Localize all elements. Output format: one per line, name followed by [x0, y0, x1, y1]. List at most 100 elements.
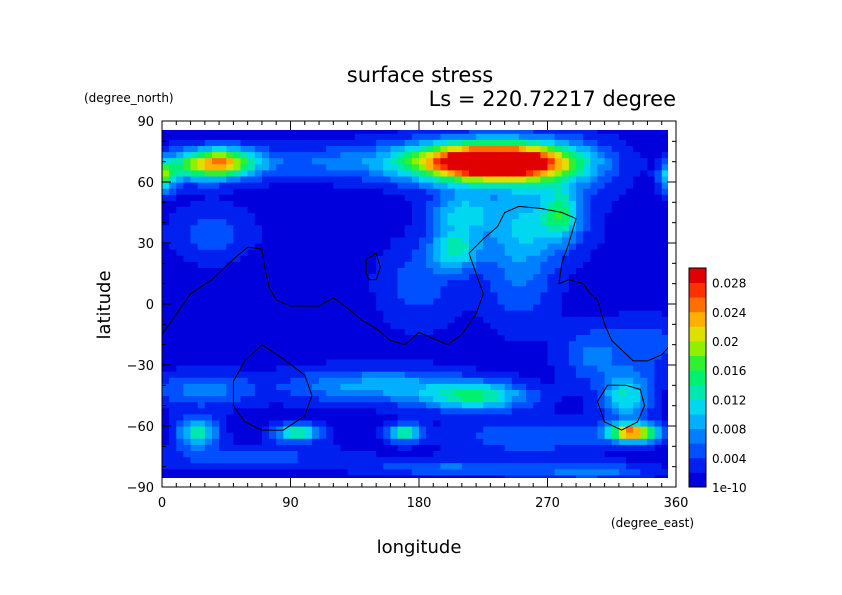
heat-cell: [283, 334, 292, 342]
heat-cell: [247, 218, 256, 226]
heat-cell: [568, 358, 577, 366]
heat-cell: [497, 310, 506, 317]
heat-cell: [319, 322, 327, 329]
heat-cell: [426, 236, 434, 244]
heat-cell: [568, 182, 577, 189]
heat-cell: [526, 255, 534, 262]
heat-cell: [190, 133, 199, 140]
heat-cell: [169, 273, 177, 281]
heat-cell: [197, 157, 206, 165]
heat-cell: [383, 468, 392, 476]
heat-cell: [590, 304, 599, 311]
heat-cell: [611, 352, 620, 360]
heat-cell: [568, 163, 577, 171]
heat-cell: [204, 304, 213, 311]
heat-cell: [297, 346, 306, 354]
heat-cell: [390, 236, 399, 244]
heat-cell: [476, 291, 484, 299]
heat-cell: [654, 279, 663, 287]
heat-cell: [404, 389, 413, 397]
heat-cell: [326, 163, 334, 171]
heat-cell: [526, 316, 534, 323]
heat-cell: [333, 236, 342, 244]
heat-cell: [447, 322, 456, 329]
heat-cell: [276, 304, 284, 311]
heat-cell: [504, 157, 513, 165]
heat-cell: [590, 450, 599, 458]
colorbar-swatch: [689, 311, 706, 327]
heat-cell: [361, 450, 370, 458]
heat-cell: [583, 249, 591, 256]
heat-cell: [433, 130, 442, 134]
heat-cell: [311, 413, 320, 421]
heat-cell: [261, 365, 270, 372]
heat-cell: [461, 200, 470, 207]
heat-cell: [626, 249, 634, 256]
heat-cell: [604, 175, 613, 183]
heat-cell: [483, 182, 491, 189]
heat-cell: [404, 444, 413, 451]
heat-cell: [190, 310, 199, 317]
heat-cell: [526, 462, 534, 470]
heat-cell: [554, 438, 563, 445]
heat-cell: [654, 407, 663, 415]
heat-cell: [483, 249, 491, 256]
heat-cell: [433, 401, 442, 409]
heat-cell: [533, 407, 541, 415]
heat-cell: [347, 218, 356, 226]
heat-cell: [269, 182, 277, 189]
heat-cell: [354, 218, 363, 226]
heat-cell: [226, 145, 234, 153]
heat-cell: [576, 273, 584, 281]
heat-cell: [333, 462, 342, 470]
heat-cell: [297, 145, 306, 153]
heat-cell: [561, 340, 570, 348]
heat-cell: [468, 230, 477, 238]
heat-cell: [269, 352, 277, 360]
heat-cell: [240, 130, 249, 134]
heat-cell: [162, 322, 170, 329]
heat-cell: [597, 365, 606, 372]
heat-cell: [561, 450, 570, 458]
heat-cell: [233, 352, 242, 360]
heat-cell: [547, 432, 556, 439]
heat-cell: [654, 261, 663, 268]
heat-cell: [197, 407, 206, 415]
heat-cell: [383, 291, 392, 299]
heat-cell: [340, 444, 349, 451]
heat-cell: [211, 328, 220, 336]
heat-cell: [411, 279, 420, 287]
heat-cell: [526, 377, 534, 384]
heat-cell: [518, 236, 527, 244]
heat-cell: [661, 279, 668, 287]
heat-cell: [183, 175, 192, 183]
heat-cell: [647, 255, 656, 262]
heat-cell: [397, 194, 406, 201]
heat-cell: [162, 438, 170, 445]
heat-cell: [604, 450, 613, 458]
heat-cell: [390, 261, 399, 268]
heat-cell: [433, 419, 442, 427]
heat-cell: [476, 200, 484, 207]
heat-cell: [554, 206, 563, 214]
heat-cell: [604, 133, 613, 140]
heat-cell: [190, 383, 199, 390]
heat-cell: [283, 236, 292, 244]
heat-cell: [176, 340, 185, 348]
heat-cell: [354, 426, 363, 433]
heat-cell: [490, 130, 499, 134]
heat-cell: [226, 426, 234, 433]
heat-cell: [426, 456, 434, 464]
heat-cell: [590, 291, 599, 299]
heat-cell: [290, 212, 299, 220]
heat-cell: [433, 267, 442, 275]
heat-cell: [590, 145, 599, 153]
heat-cell: [611, 322, 620, 329]
heat-cell: [247, 130, 256, 134]
heat-cell: [226, 230, 234, 238]
heat-cell: [226, 188, 234, 195]
heat-cell: [319, 200, 327, 207]
heat-cell: [419, 151, 427, 159]
heat-cell: [468, 273, 477, 281]
heat-cell: [176, 438, 185, 445]
